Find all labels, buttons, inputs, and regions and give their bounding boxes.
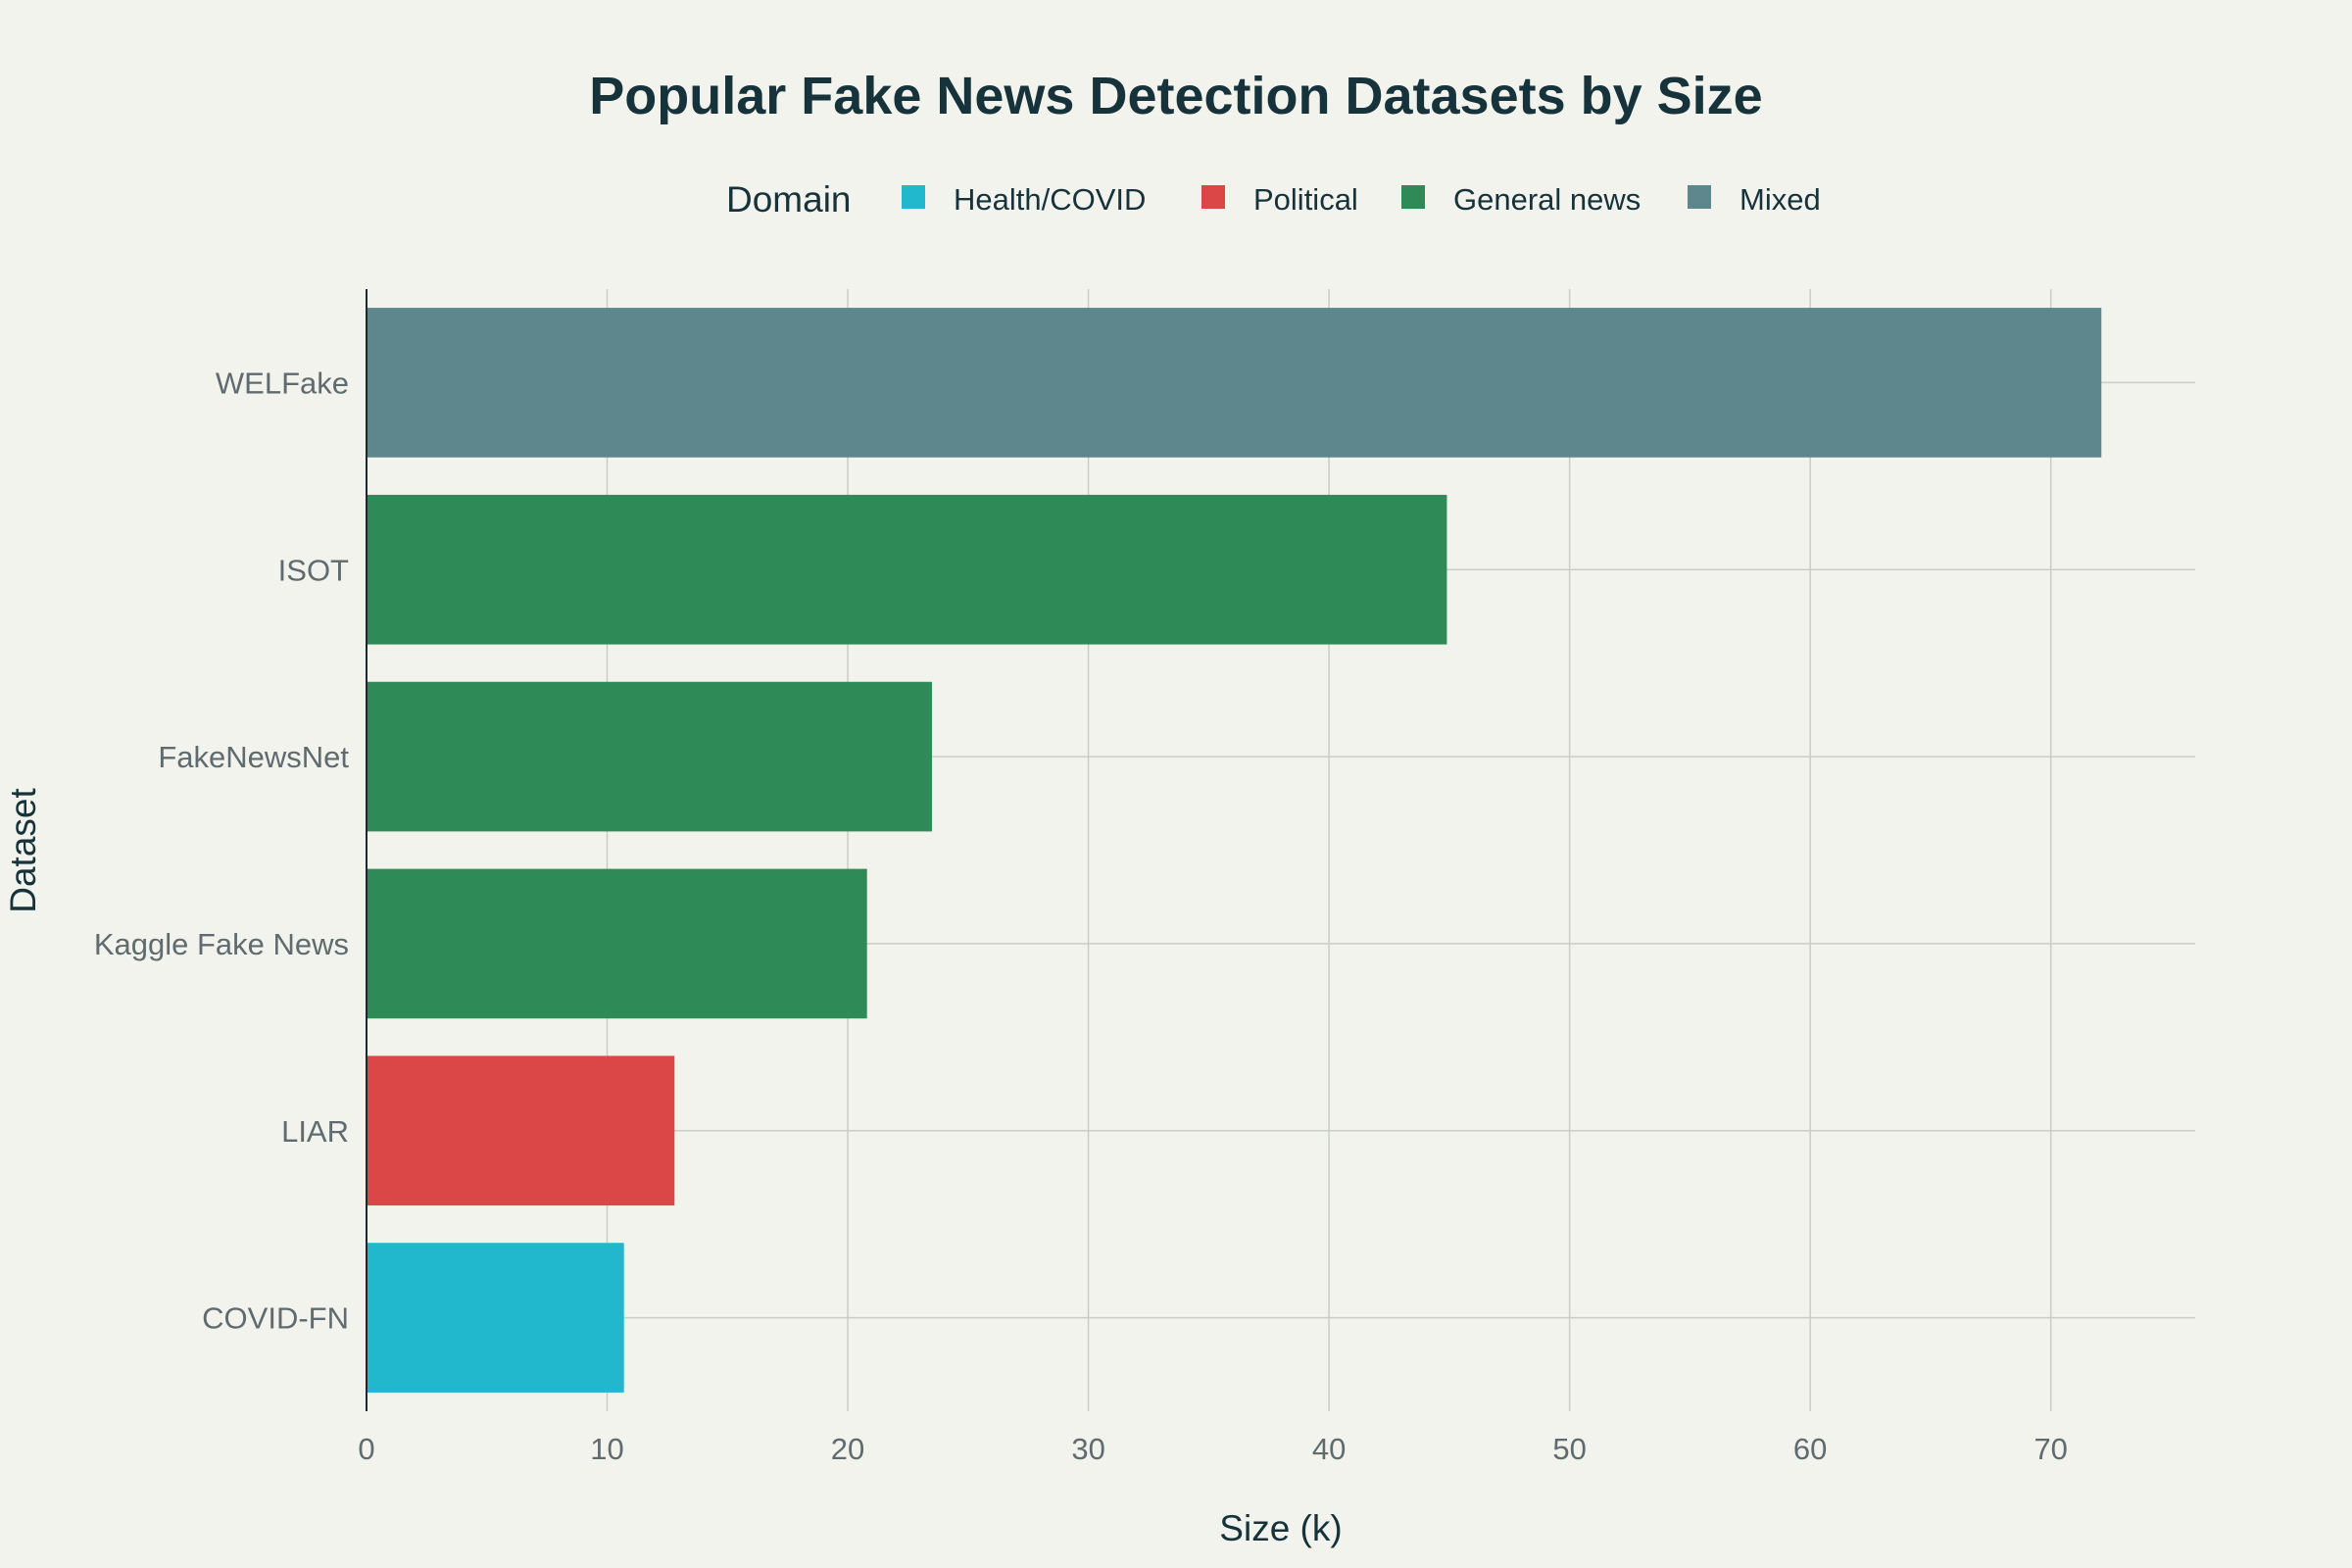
legend-title: Domain [726, 179, 852, 220]
legend: Domain Health/COVID Political General news… [726, 179, 1821, 220]
bar-liar[interactable] [367, 1055, 675, 1206]
legend-swatch[interactable] [902, 185, 925, 209]
bar-kaggle-fake-news[interactable] [367, 868, 867, 1019]
y-axis-title: Dataset [3, 788, 43, 913]
x-tick-labels: 0 10 20 30 40 50 60 70 [358, 1432, 2068, 1466]
x-tick-label: 0 [358, 1432, 374, 1466]
legend-label[interactable]: Political [1253, 182, 1358, 217]
legend-label[interactable]: Health/COVID [954, 182, 1146, 217]
x-tick-label: 10 [590, 1432, 623, 1466]
y-tick-label: FakeNewsNet [158, 740, 349, 774]
legend-swatch[interactable] [1401, 185, 1425, 209]
y-tick-label: LIAR [281, 1114, 349, 1149]
legend-swatch[interactable] [1201, 185, 1225, 209]
y-tick-labels: WELFake ISOT FakeNewsNet Kaggle Fake News LI… [94, 366, 350, 1335]
legend-swatch[interactable] [1688, 185, 1711, 209]
x-axis-title: Size (k) [1219, 1508, 1342, 1548]
legend-label[interactable]: Mixed [1740, 182, 1821, 217]
x-tick-label: 60 [1793, 1432, 1827, 1466]
y-tick-label: COVID-FN [202, 1301, 349, 1336]
x-tick-label: 20 [831, 1432, 864, 1466]
bars [367, 308, 2102, 1393]
bar-covid-fn[interactable] [367, 1243, 624, 1393]
y-tick-label: WELFake [216, 366, 349, 400]
x-tick-label: 40 [1312, 1432, 1346, 1466]
y-tick-label: ISOT [278, 553, 349, 587]
x-tick-label: 30 [1071, 1432, 1104, 1466]
x-tick-label: 50 [1552, 1432, 1586, 1466]
legend-label[interactable]: General news [1453, 182, 1641, 217]
bar-fakenewsnet[interactable] [367, 681, 932, 832]
bar-isot[interactable] [367, 494, 1447, 645]
y-tick-label: Kaggle Fake News [94, 927, 349, 961]
bar-welfake[interactable] [367, 308, 2102, 458]
chart-title: Popular Fake News Detection Datasets by … [589, 67, 1762, 125]
x-tick-label: 70 [2034, 1432, 2067, 1466]
